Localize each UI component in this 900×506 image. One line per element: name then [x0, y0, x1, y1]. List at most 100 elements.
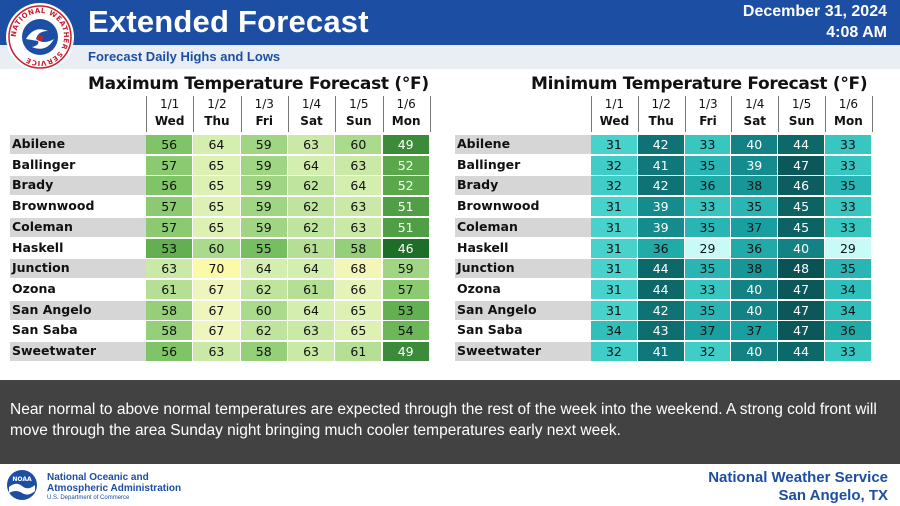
- temperature-cell: 46: [382, 238, 429, 258]
- temperature-cell: 65: [335, 321, 382, 341]
- day-header: 1/3 Fri: [241, 96, 288, 130]
- temperature-cell: 63: [335, 155, 382, 175]
- temperature-cell: 64: [287, 155, 335, 175]
- table-row: [455, 259, 591, 279]
- temperature-cell: 35: [684, 155, 731, 175]
- table-row: [455, 217, 591, 237]
- table-row: [10, 321, 146, 341]
- temperature-cell: 36: [684, 176, 731, 196]
- column-divider: [382, 96, 384, 132]
- table-row: [455, 176, 591, 196]
- temperature-cell: 64: [287, 259, 335, 279]
- noaa-name-line2: Atmospheric Administration: [47, 483, 182, 494]
- temperature-cell: 62: [240, 321, 287, 341]
- temperature-cell: 49: [382, 135, 429, 154]
- max-table-title: Maximum Temperature Forecast (°F): [88, 74, 429, 94]
- temperature-cell: 61: [146, 279, 193, 299]
- temperature-cell: 51: [382, 197, 429, 217]
- city-label: Abilene: [12, 136, 66, 151]
- temperature-cell: 39: [731, 155, 778, 175]
- temperature-cell: 64: [193, 135, 240, 154]
- temperature-cell: 58: [335, 238, 382, 258]
- temperature-cell: 44: [778, 135, 824, 154]
- table-row: [455, 342, 591, 361]
- discussion-text: Near normal to above normal temperatures…: [10, 401, 877, 439]
- table-row: [455, 321, 591, 341]
- temperature-cell: 42: [637, 135, 684, 154]
- temperature-cell: 33: [825, 135, 871, 154]
- noaa-department: U.S. Department of Commerce: [47, 495, 130, 501]
- table-row: [10, 342, 146, 361]
- day-date: 1/1: [159, 97, 180, 111]
- temperature-cell: 29: [684, 238, 731, 258]
- temperature-cell: 37: [731, 217, 778, 237]
- temperature-cell: 47: [778, 279, 824, 299]
- temperature-cell: 35: [684, 217, 731, 237]
- temperature-cell: 55: [240, 238, 287, 258]
- temperature-cell: 32: [591, 342, 637, 361]
- day-name: Sun: [788, 114, 815, 128]
- column-divider: [731, 96, 733, 132]
- day-header: 1/4 Sat: [288, 96, 335, 130]
- temperature-cell: 61: [287, 279, 335, 299]
- city-label: Haskell: [12, 239, 64, 255]
- temperature-cell: 56: [146, 135, 193, 154]
- city-label: Haskell: [457, 239, 509, 255]
- temperature-cell: 63: [287, 342, 335, 361]
- temperature-cell: 60: [240, 300, 287, 320]
- city-label: Junction: [12, 260, 70, 276]
- temperature-cell: 33: [825, 342, 871, 361]
- day-name: Wed: [599, 114, 630, 128]
- noaa-logo-text: NOAA: [12, 476, 32, 483]
- column-divider: [684, 96, 686, 132]
- city-label: Brady: [12, 177, 54, 193]
- day-header: 1/6 Mon: [383, 96, 430, 130]
- column-divider: [335, 96, 337, 132]
- temperature-cell: 31: [591, 279, 637, 299]
- temperature-cell: 33: [825, 217, 871, 237]
- temperature-cell: 42: [637, 176, 684, 196]
- day-date: 1/6: [838, 97, 859, 111]
- column-divider: [871, 96, 873, 132]
- city-label: Junction: [457, 260, 515, 276]
- temperature-cell: 67: [193, 321, 240, 341]
- temperature-cell: 33: [825, 155, 871, 175]
- temperature-cell: 34: [825, 300, 871, 320]
- temperature-cell: 40: [778, 238, 824, 258]
- temperature-cell: 46: [778, 176, 824, 196]
- temperature-cell: 36: [637, 238, 684, 258]
- column-divider: [591, 96, 592, 132]
- office-location: San Angelo, TX: [778, 487, 888, 504]
- table-row: [10, 238, 146, 258]
- day-header: 1/4 Sat: [731, 96, 778, 130]
- temperature-cell: 57: [146, 197, 193, 217]
- temperature-cell: 62: [240, 279, 287, 299]
- temperature-cell: 35: [825, 259, 871, 279]
- temperature-cell: 31: [591, 217, 637, 237]
- temperature-cell: 36: [731, 238, 778, 258]
- temperature-cell: 34: [591, 321, 637, 341]
- temperature-cell: 33: [684, 135, 731, 154]
- temperature-cell: 41: [637, 342, 684, 361]
- noaa-logo-icon: NOAA: [7, 470, 37, 500]
- temperature-cell: 35: [684, 300, 731, 320]
- column-divider: [146, 96, 147, 132]
- temperature-cell: 52: [382, 176, 429, 196]
- city-label: Brownwood: [457, 198, 540, 214]
- temperature-cell: 41: [637, 155, 684, 175]
- temperature-cell: 64: [335, 176, 382, 196]
- table-row: [10, 155, 146, 175]
- table-row: [10, 197, 146, 217]
- day-header: 1/2 Thu: [193, 96, 240, 130]
- temperature-cell: 31: [591, 238, 637, 258]
- temperature-cell: 36: [825, 321, 871, 341]
- table-row: [455, 135, 591, 154]
- temperature-cell: 59: [240, 135, 287, 154]
- temperature-cell: 40: [731, 135, 778, 154]
- page-subtitle: Forecast Daily Highs and Lows: [88, 49, 281, 64]
- column-divider: [287, 96, 289, 132]
- temperature-cell: 63: [335, 217, 382, 237]
- temperature-cell: 65: [193, 217, 240, 237]
- temperature-cell: 68: [335, 259, 382, 279]
- column-divider: [778, 96, 780, 132]
